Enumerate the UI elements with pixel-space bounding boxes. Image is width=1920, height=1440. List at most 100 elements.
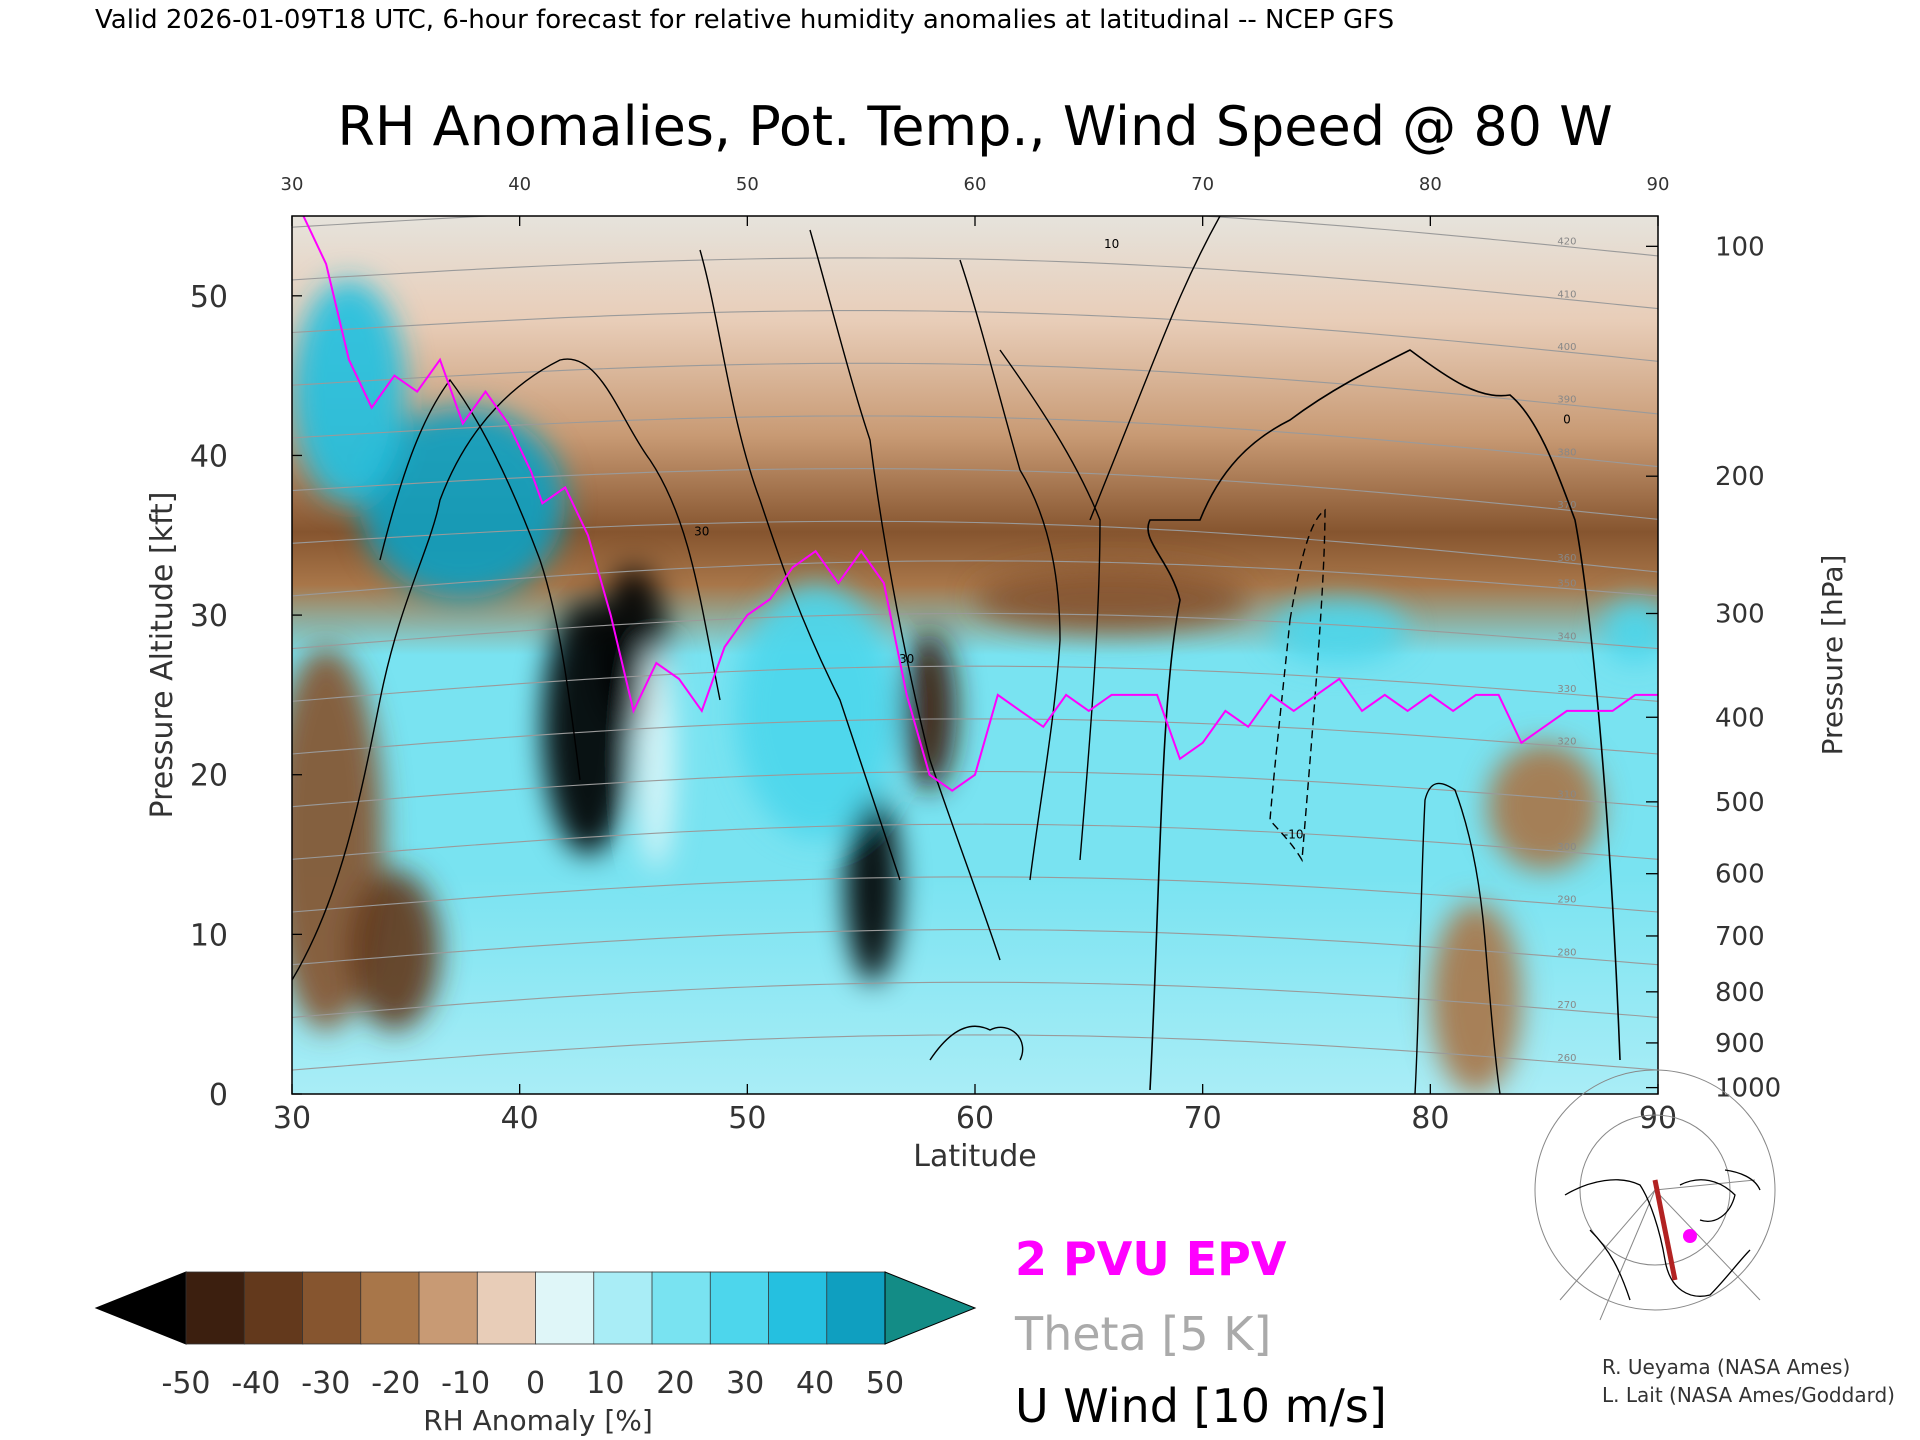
- uwind-label-2: -10: [1284, 828, 1304, 842]
- theta-label-320: 320: [1557, 737, 1576, 748]
- y-tick-label-30: 30: [190, 599, 228, 634]
- theta-label-370: 370: [1557, 500, 1576, 511]
- p-tick-label-200: 200: [1715, 462, 1765, 492]
- colorbar-tick-0: 0: [526, 1366, 545, 1401]
- map-marker: [1683, 1229, 1697, 1243]
- colorbar-bin-7: [593, 1271, 653, 1345]
- plot-area: 2602702802903003103203303403503603703803…: [291, 215, 1659, 1095]
- colorbar-tick--50: -50: [162, 1366, 211, 1401]
- colorbar-bin-5: [476, 1271, 537, 1345]
- x-top-tick-label-90: 90: [1647, 174, 1670, 195]
- colorbar-tick-40: 40: [796, 1366, 834, 1401]
- theta-contour-350: [292, 560, 1658, 597]
- theta-contour-320: [292, 718, 1658, 755]
- theta-contour-420: [292, 216, 1658, 257]
- chart-title: RH Anomalies, Pot. Temp., Wind Speed @ 8…: [337, 95, 1612, 158]
- rh-region-8: [735, 583, 896, 839]
- x-tick-label-40: 40: [501, 1101, 539, 1136]
- colorbar-bin-2: [302, 1271, 362, 1345]
- uwind-contour-70n: [1089, 216, 1221, 521]
- x-top-tick-label-80: 80: [1419, 174, 1442, 195]
- cross-section-line: [1652, 1179, 1678, 1281]
- uwind-label-4: 30: [899, 652, 914, 666]
- y-tick-label-0: 0: [209, 1078, 228, 1113]
- colorbar-bin-4: [418, 1271, 479, 1345]
- uwind-contour-lowlevel: [929, 1025, 1024, 1061]
- colorbar-bin-6: [535, 1271, 595, 1345]
- y-tick-label-40: 40: [190, 439, 228, 474]
- uwind-contour-10-left: [292, 358, 721, 981]
- theta-label-380: 380: [1557, 447, 1576, 458]
- y-tick-label-50: 50: [190, 280, 228, 315]
- p-tick-label-300: 300: [1715, 599, 1765, 629]
- uwind-contour-high: [999, 349, 1101, 861]
- colorbar: -50 -40 -30 -20 -10 0 10 20 30 40 50: [94, 1271, 977, 1401]
- y-axis-right: 100 200 300 400 500 600 700 800 900 1000: [1646, 232, 1781, 1104]
- theta-contour-400: [292, 310, 1658, 362]
- x-tick-label-30: 30: [273, 1101, 311, 1136]
- x-tick-label-50: 50: [728, 1101, 766, 1136]
- x-top-tick-label-30: 30: [281, 174, 304, 195]
- legend-theta: Theta [5 K]: [1014, 1307, 1271, 1361]
- theta-label-360: 360: [1557, 553, 1576, 564]
- theta-label-340: 340: [1557, 631, 1576, 642]
- theta-label-350: 350: [1557, 579, 1576, 590]
- uwind-label-3: 0: [1563, 413, 1571, 427]
- plot-background: [292, 216, 1658, 1094]
- epv-2pvu-line: [302, 216, 1658, 792]
- colorbar-bin-3: [360, 1271, 420, 1345]
- p-tick-label-1000: 1000: [1715, 1074, 1781, 1104]
- uwind-contour-negative: [1269, 508, 1326, 863]
- rh-region-10: [1601, 599, 1658, 663]
- rh-region-1: [292, 279, 406, 504]
- p-tick-label-600: 600: [1715, 860, 1765, 890]
- theta-contour-260: [292, 1034, 1658, 1071]
- theta-label-260: 260: [1557, 1053, 1576, 1064]
- uwind-contour-30-jet: [379, 378, 581, 781]
- colorbar-label: RH Anomaly [%]: [423, 1404, 653, 1437]
- y-tick-label-20: 20: [190, 759, 228, 794]
- theta-contour-390: [292, 362, 1658, 415]
- rh-region-11: [1487, 742, 1602, 871]
- y2-axis-label: Pressure [hPa]: [1816, 555, 1849, 756]
- theta-contour-380: [292, 415, 1658, 468]
- colorbar-tick-10: 10: [586, 1366, 624, 1401]
- credit-1: R. Ueyama (NASA Ames): [1602, 1355, 1850, 1379]
- epv-2pvu-contour: [302, 216, 1658, 792]
- colorbar-bin-9: [709, 1271, 770, 1345]
- colorbar-tick--30: -30: [301, 1366, 350, 1401]
- p-tick-label-900: 900: [1715, 1029, 1765, 1059]
- theta-label-270: 270: [1557, 1000, 1576, 1011]
- legend-epv: 2 PVU EPV: [1015, 1232, 1287, 1286]
- x-top-tick-label-50: 50: [736, 174, 759, 195]
- p-tick-label-100: 100: [1715, 232, 1765, 262]
- rh-region-3: [348, 870, 440, 1031]
- colorbar-tick-30: 30: [726, 1366, 764, 1401]
- x-axis-label: Latitude: [913, 1139, 1036, 1174]
- colorbar-bin-0: [185, 1271, 246, 1345]
- theta-contour-330: [292, 665, 1658, 702]
- colorbar-low-arrow: [94, 1271, 187, 1345]
- p-tick-label-700: 700: [1715, 922, 1765, 952]
- colorbar-bin-11: [826, 1271, 886, 1345]
- uwind-contour-midlat: [699, 249, 901, 881]
- theta-label-420: 420: [1557, 237, 1576, 248]
- uwind-contour-50n: [809, 229, 1001, 961]
- uwind-contours: 30 10 -10 0 30: [292, 216, 1621, 1094]
- colorbar-tick--10: -10: [441, 1366, 490, 1401]
- p-tick-label-800: 800: [1715, 978, 1765, 1008]
- theta-label-400: 400: [1557, 342, 1576, 353]
- p-tick-label-400: 400: [1715, 703, 1765, 733]
- colorbar-tick-50: 50: [866, 1366, 904, 1401]
- theta-contour-290: [292, 876, 1658, 913]
- x-axis-top: 30 40 50 60 70 80 90: [281, 174, 1670, 226]
- x-top-tick-label-40: 40: [508, 174, 531, 195]
- theta-label-330: 330: [1557, 684, 1576, 695]
- uwind-label-0: 30: [694, 524, 709, 538]
- colorbar-tick--20: -20: [371, 1366, 420, 1401]
- p-tick-label-500: 500: [1715, 788, 1765, 818]
- colorbar-high-arrow: [884, 1271, 977, 1345]
- theta-contour-300: [292, 823, 1658, 860]
- x-tick-label-70: 70: [1184, 1101, 1222, 1136]
